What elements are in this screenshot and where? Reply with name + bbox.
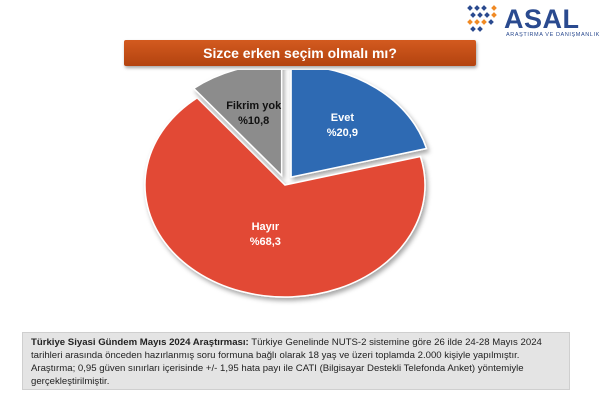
brand-name: ASAL: [504, 4, 580, 34]
pie-chart-svg: Evet %20,9 Hayır %68,3 Fikrim yok %10,8: [144, 70, 428, 298]
pie-chart: Evet %20,9 Hayır %68,3 Fikrim yok %10,8: [0, 70, 600, 320]
slice-label-hayir: Hayır %68,3: [250, 221, 281, 248]
brand-logo: ASAL ARAŞTIRMA VE DANIŞMANLIK: [466, 4, 599, 40]
slice-value-label: %68,3: [250, 236, 281, 248]
slice-label-fikrim-yok: Fikrim yok %10,8: [226, 100, 282, 127]
note-heading: Türkiye Siyasi Gündem Mayıs 2024 Araştır…: [31, 337, 249, 348]
slice-value-label: %10,8: [238, 115, 269, 127]
slice-value-label: %20,9: [327, 127, 358, 139]
asal-logo-icon: [467, 5, 497, 32]
chart-title: Sizce erken seçim olmalı mı?: [124, 40, 476, 66]
note-body: Türkiye Genelinde NUTS-2 sistemine göre …: [31, 337, 542, 387]
slice-label-evet: Evet %20,9: [327, 112, 358, 139]
slice-category-label: Fikrim yok: [226, 100, 282, 112]
pie-slice-hayir: [144, 96, 426, 298]
slice-category-label: Hayır: [252, 221, 280, 233]
pie-slice-evet: [290, 70, 428, 179]
brand-tagline: ARAŞTIRMA VE DANIŞMANLIK: [506, 32, 600, 38]
methodology-note: Türkiye Siyasi Gündem Mayıs 2024 Araştır…: [22, 332, 570, 390]
pie-slice-fikrim-yok: [192, 70, 283, 178]
slice-category-label: Evet: [331, 112, 355, 124]
